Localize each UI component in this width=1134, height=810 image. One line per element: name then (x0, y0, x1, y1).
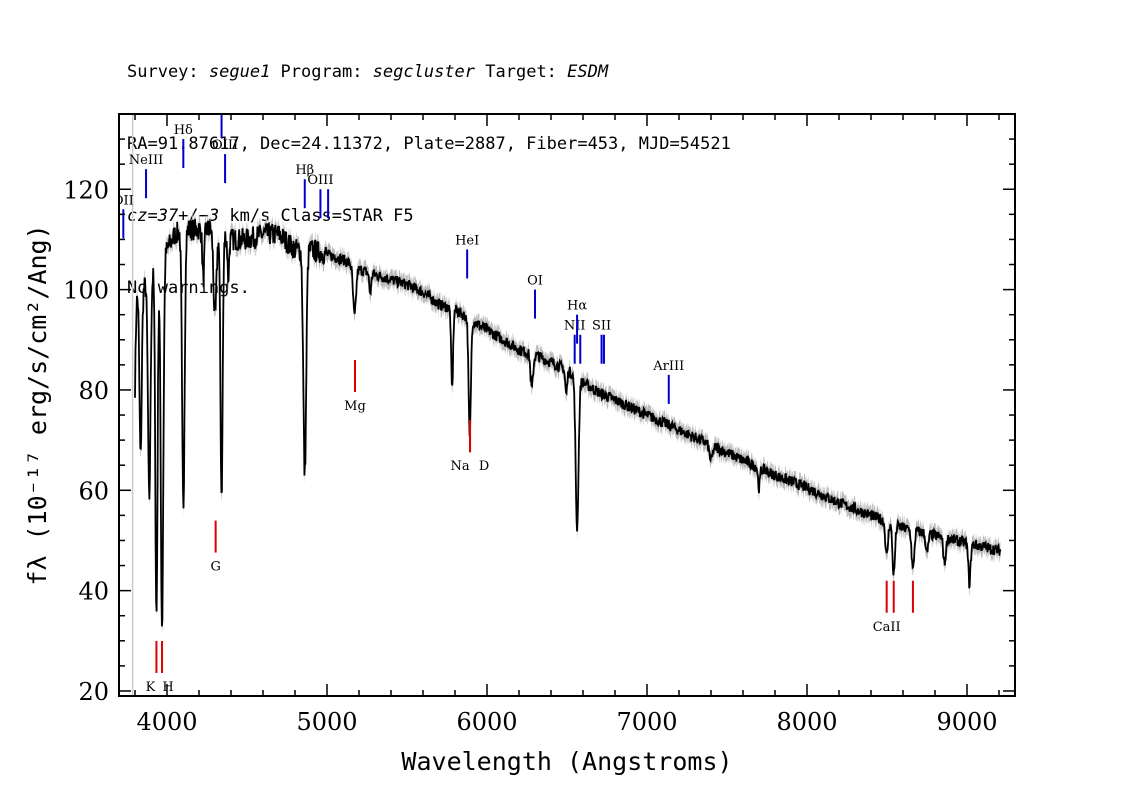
flux-line (134, 218, 1002, 627)
plot-frame (118, 113, 1016, 697)
emission-line-label: NII (564, 319, 586, 334)
absorption-line-label: G (210, 560, 220, 575)
plot-area: OIINeIIIHδHγOIIIHβOIIIHeIOINIIHαSIIArIII… (113, 93, 1002, 696)
y-tick-label: 120 (63, 176, 109, 204)
absorption-line-label: D (479, 459, 489, 474)
x-tick-label: 9000 (936, 708, 997, 736)
y-tick-label: 40 (78, 578, 109, 606)
emission-line-label: OII (113, 193, 134, 208)
emission-line-label: OIII (212, 138, 238, 153)
emission-line-label: NeIII (129, 153, 163, 168)
emission-line-label: OI (527, 274, 543, 289)
emission-line-label: OIII (307, 173, 333, 188)
target-label: Target: (475, 62, 568, 82)
absorption-line-label: H (162, 680, 173, 695)
y-axis-title: fλ (10⁻¹⁷ erg/s/cm²/Ang) (23, 224, 52, 585)
program-label: Program: (270, 62, 373, 82)
program-value: segcluster (372, 62, 476, 82)
survey-value: segue1 (208, 62, 271, 82)
target-value: ESDM (567, 62, 609, 82)
x-tick-label: 5000 (296, 708, 357, 736)
axes: 4000 5000 6000 7000 8000 9000 20 40 60 80 100 120 (63, 114, 1015, 736)
emission-line-label: Hα (567, 299, 587, 314)
x-axis-title: Wavelength (Angstroms) (401, 747, 732, 776)
survey-label: Survey: (127, 62, 209, 82)
absorption-line-label: Mg (344, 399, 366, 414)
error-band (135, 210, 1001, 635)
absorption-line-label: K (146, 680, 156, 695)
x-tick-label: 8000 (776, 708, 837, 736)
emission-line-label: Hγ (212, 93, 231, 108)
y-tick-label: 100 (63, 277, 109, 305)
emission-line-label: Hδ (174, 123, 193, 138)
emission-line-label: SII (592, 319, 611, 334)
coordinates-line: RA=91.87617, Dec=24.11372, Plate=2887, F… (127, 134, 731, 154)
emission-line-label: Hβ (295, 163, 314, 178)
absorption-line-label: CaII (873, 620, 901, 635)
survey-line: Survey: segue1 Program: segcluster Targe… (127, 60, 731, 84)
y-tick-label: 60 (78, 477, 109, 505)
x-tick-label: 7000 (616, 708, 677, 736)
y-tick-label: 80 (78, 377, 109, 405)
spectrum-header: Survey: segue1 Program: segcluster Targe… (127, 12, 731, 324)
y-tick-label: 20 (78, 678, 109, 706)
emission-line-label: ArIII (652, 359, 684, 374)
absorption-line-label: Na (450, 459, 469, 474)
x-tick-label: 4000 (136, 708, 197, 736)
emission-line-label: HeI (455, 233, 479, 248)
x-tick-label: 6000 (456, 708, 517, 736)
